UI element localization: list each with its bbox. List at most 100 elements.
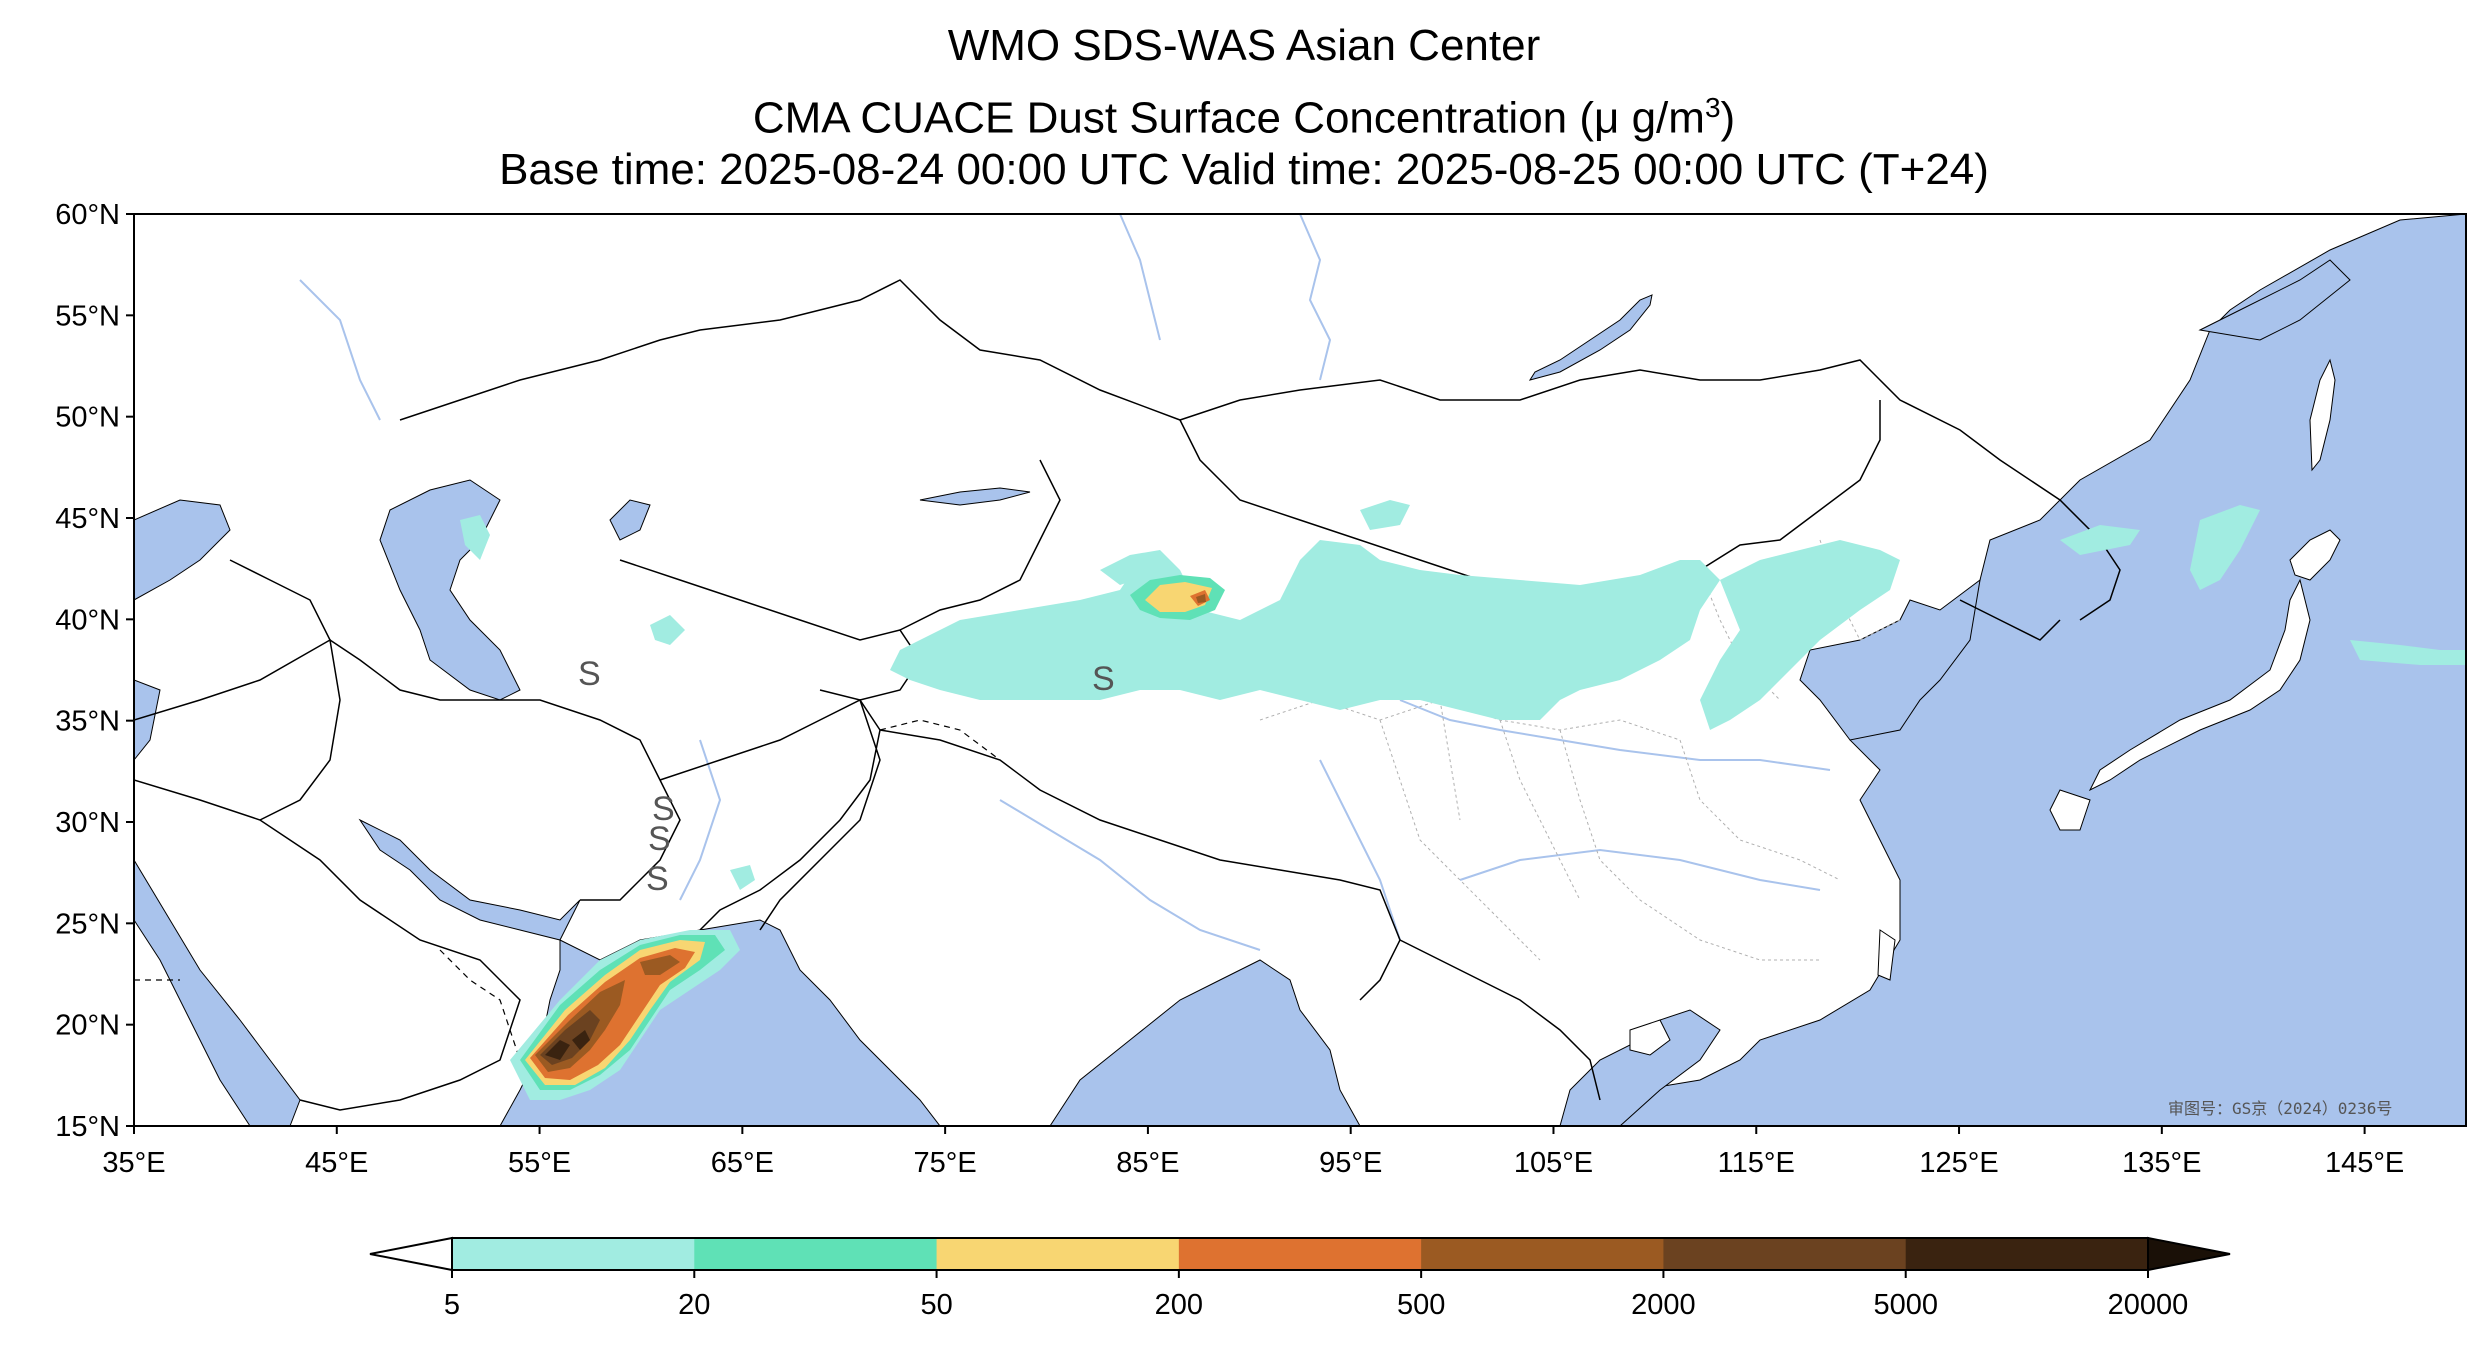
river-path	[299, 279, 381, 421]
border-caucasus	[229, 559, 331, 641]
border-turkey-iraq	[134, 638, 341, 821]
border-saudi	[134, 779, 521, 1111]
dust-level-5000-20000	[545, 1030, 590, 1060]
dust-area	[730, 865, 755, 890]
lon-tick-label: 65°E	[711, 1147, 774, 1179]
colorbar-tick-label: 50	[920, 1289, 952, 1321]
dust-area	[2350, 640, 2466, 665]
border-central-asia	[619, 559, 921, 701]
dust-area	[1196, 594, 1206, 603]
river-path	[679, 739, 722, 901]
colorbar-tick-label: 20	[678, 1289, 710, 1321]
colorbar-segment	[1905, 1238, 2149, 1270]
province-boundary	[1679, 739, 1841, 881]
yellow-sea	[1799, 578, 1981, 741]
taiwan	[1877, 929, 1896, 981]
s-marker: S	[646, 860, 669, 898]
colorbar-segment	[694, 1238, 938, 1270]
caspian-sea	[379, 479, 521, 701]
dust-area	[1145, 582, 1212, 612]
longitude-axis: 35°E 45°E 55°E 65°E 75°E 85°E 95°E 105°E 115°E 12…	[102, 1126, 2404, 1179]
province-boundary	[1439, 699, 1461, 821]
lake-balkhash	[919, 487, 1031, 506]
map-features: S S S S S 审图号：GS京（2024）0236号	[134, 214, 2466, 1126]
colorbar-tick-label: 5	[444, 1289, 460, 1321]
colorbar-tick-label: 5000	[1873, 1289, 1938, 1321]
dust-area	[1360, 500, 1410, 530]
lat-tick-label: 55°N	[55, 300, 120, 332]
lat-tick-label: 30°N	[55, 807, 120, 839]
border-iran	[329, 639, 681, 901]
dust-area	[1700, 540, 1900, 730]
lon-tick-label: 145°E	[2325, 1147, 2404, 1179]
lat-tick-label: 35°N	[55, 706, 120, 738]
sakhalin	[2309, 358, 2336, 472]
rivers	[299, 214, 1831, 951]
colorbar-segment	[1663, 1238, 1907, 1270]
province-boundary	[1559, 729, 1820, 961]
river-path	[1459, 848, 1821, 891]
river-path	[1299, 214, 1332, 381]
border-russia-mongolia	[1179, 359, 2121, 621]
black-sea	[134, 499, 231, 601]
border-korea	[1959, 599, 2061, 641]
dust-area	[2060, 525, 2140, 555]
dust-area	[1100, 550, 1160, 585]
title-line2-superscript: 3	[1704, 92, 1721, 123]
map-frame	[133, 213, 2467, 1127]
river-path	[999, 799, 1261, 951]
lon-tick-label: 95°E	[1319, 1147, 1382, 1179]
lat-tick-label: 50°N	[55, 402, 120, 434]
colorbar: 5 20 50 200 500 2000 5000 20000	[369, 1236, 2231, 1321]
colorbar-segment	[452, 1238, 695, 1270]
lon-tick-label: 55°E	[508, 1147, 571, 1179]
colorbar-segment	[1421, 1238, 1664, 1270]
chart-title-line1: WMO SDS-WAS Asian Center	[947, 21, 1541, 70]
river-path	[1119, 214, 1161, 341]
aral-sea	[609, 499, 651, 541]
colorbar-tick-label: 2000	[1631, 1289, 1696, 1321]
province-boundary	[1499, 719, 1581, 901]
river-path	[1399, 699, 1831, 771]
colorbar-segment	[1178, 1238, 1422, 1270]
colorbar-segment	[936, 1238, 1180, 1270]
lat-tick-label: 40°N	[55, 604, 120, 636]
border-russia-kazakhstan	[399, 279, 1181, 421]
border-afghanistan-pakistan	[659, 699, 881, 931]
hainan-island	[1629, 1019, 1671, 1056]
sea-of-okhotsk	[2198, 259, 2351, 341]
dust-contours	[460, 500, 2466, 1100]
s-marker: S	[1092, 660, 1115, 698]
latitude-axis: 60°N 55°N 50°N 45°N 40°N 35°N 30°N 25°N 20°N 15°N	[55, 199, 134, 1143]
dust-area	[2190, 505, 2260, 590]
kyushu	[2049, 789, 2091, 831]
hokkaido	[2289, 529, 2341, 581]
colorbar-tick-label: 500	[1397, 1289, 1445, 1321]
colorbar-tick-label: 200	[1155, 1289, 1203, 1321]
colorbar-tick-label: 20000	[2108, 1289, 2189, 1321]
colorbar-under-triangle	[369, 1236, 453, 1272]
lat-tick-label: 25°N	[55, 908, 120, 940]
red-sea	[134, 859, 301, 1126]
bay-of-bengal	[1049, 959, 1361, 1126]
lon-tick-label: 75°E	[914, 1147, 977, 1179]
colorbar-over-triangle	[2147, 1236, 2231, 1272]
lake-baikal	[1528, 294, 1653, 381]
disputed-borders	[134, 719, 1001, 1091]
japan-islands	[1629, 358, 2341, 1056]
lon-tick-label: 135°E	[2122, 1147, 2201, 1179]
dust-area	[545, 1040, 570, 1060]
border-southeast-asia	[1399, 939, 1601, 1101]
honshu	[2088, 578, 2311, 792]
river-path	[1319, 759, 1401, 941]
lon-tick-label: 125°E	[1919, 1147, 1998, 1179]
dust-area	[460, 515, 490, 560]
s-marker: S	[578, 655, 601, 693]
dust-area	[890, 540, 1720, 720]
disputed-border	[439, 949, 541, 1091]
chart-title-line2: CMA CUACE Dust Surface Concentration (μ …	[0, 82, 2488, 145]
lat-tick-label: 15°N	[55, 1111, 120, 1143]
persian-gulf	[358, 818, 581, 941]
s-marker: S	[652, 790, 675, 828]
